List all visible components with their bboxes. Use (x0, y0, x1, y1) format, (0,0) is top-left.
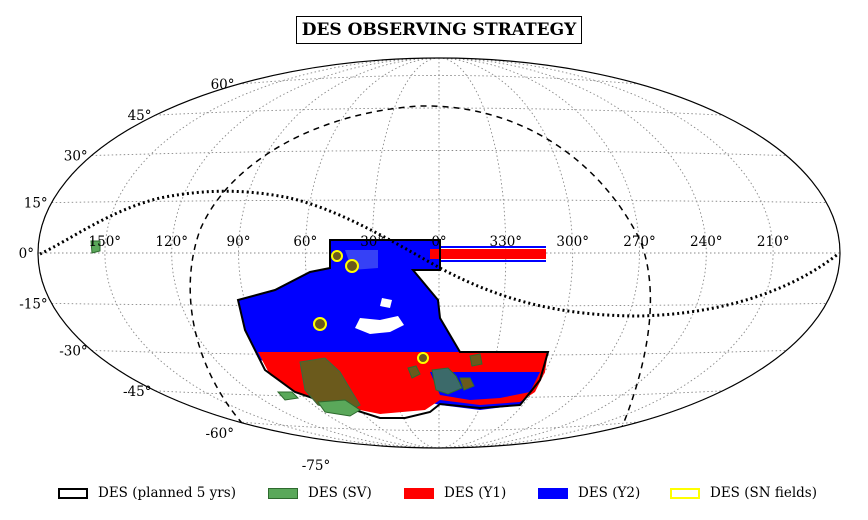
ra-tick-labels: 150° 120° 90° 60° 30° 0° 330° 300° 270° 240° 210° (89, 234, 790, 250)
legend-swatch-planned (58, 487, 88, 499)
des-sv-region (317, 399, 361, 417)
legend-item-y2: DES (Y2) (538, 480, 640, 506)
legend-swatch-y2 (538, 487, 568, 499)
des-y2-stripe-edge (430, 246, 546, 262)
parallel-line (51, 199, 827, 203)
ra-tick-label: 210° (757, 234, 790, 250)
sn-fields (313, 250, 429, 364)
parallel-line (155, 390, 723, 399)
legend: DES (planned 5 yrs) DES (SV) DES (Y1) DE… (0, 480, 868, 510)
dec-tick-label: -45° (123, 384, 152, 400)
des-sv-region (90, 240, 101, 254)
sn-field (331, 250, 343, 262)
ra-tick-label: 0° (431, 234, 446, 250)
ra-tick-label: 240° (690, 234, 723, 250)
legend-label: DES (Y2) (578, 485, 641, 501)
legend-swatch-sv (268, 487, 298, 499)
legend-label: DES (SN fields) (710, 485, 817, 501)
legend-item-sn: DES (SN fields) (670, 480, 817, 506)
ra-tick-label: 270° (623, 234, 656, 250)
dec-tick-labels: 60° 45° 30° 15° 0° -15° -30° -45° -60° -75° (19, 77, 331, 474)
des-y1-stripe (430, 249, 546, 259)
meridian-line (304, 58, 440, 448)
legend-swatch-y1 (404, 487, 434, 499)
sn-field (345, 259, 359, 273)
dec-tick-label: 60° (211, 77, 235, 93)
legend-swatch-sn (670, 487, 700, 499)
meridian-line (438, 58, 707, 448)
survey-footprint (90, 239, 550, 419)
ra-tick-label: 150° (89, 234, 122, 250)
ra-tick-label: 60° (293, 234, 317, 250)
des-sv-region (469, 353, 483, 367)
sn-field (417, 352, 429, 364)
des-sv-region (276, 391, 300, 401)
dec-tick-label: 45° (128, 108, 152, 124)
dec-tick-label: 30° (64, 149, 88, 165)
meridian-line (438, 58, 640, 448)
sn-field (313, 317, 327, 331)
legend-label: DES (SV) (308, 485, 372, 501)
des-sv-region (299, 357, 361, 413)
footprint-hole (355, 316, 404, 334)
galactic-plane (39, 189, 839, 318)
des-planned-outline (236, 239, 550, 419)
legend-label: DES (Y1) (444, 485, 507, 501)
dec-tick-label: -30° (59, 344, 88, 360)
dec-tick-label: 0° (19, 246, 34, 262)
ra-tick-label: 90° (227, 234, 251, 250)
dec-tick-label: -60° (206, 426, 235, 442)
ra-tick-label: 30° (360, 234, 384, 250)
parallel-line (51, 303, 827, 307)
projection-boundary (37, 57, 841, 449)
ra-tick-label: 300° (556, 234, 589, 250)
legend-label: DES (planned 5 yrs) (98, 485, 236, 501)
meridian-line (238, 58, 440, 448)
chart-title: DES OBSERVING STRATEGY (296, 16, 582, 44)
des-sv-region (459, 377, 475, 391)
legend-item-sv: DES (SV) (268, 480, 372, 506)
meridian-line (438, 58, 574, 448)
dec-tick-label: -75° (302, 458, 331, 474)
des-sv-region (407, 365, 421, 379)
ra-tick-label: 120° (155, 234, 188, 250)
dec-tick-label: 15° (24, 196, 48, 212)
meridian-line (371, 58, 440, 448)
footprint-hole (380, 298, 392, 308)
dec-tick-label: -15° (19, 297, 48, 313)
meridian-line (438, 58, 507, 448)
legend-item-y1: DES (Y1) (404, 480, 506, 506)
legend-item-planned: DES (planned 5 yrs) (58, 480, 236, 506)
sky-map: 150° 120° 90° 60° 30° 0° 330° 300° 270° 240° 210° … (19, 57, 841, 474)
des-sv-region (431, 367, 463, 395)
ra-tick-label: 330° (490, 234, 523, 250)
meridian-line (171, 58, 440, 448)
parallel-line (155, 107, 723, 116)
